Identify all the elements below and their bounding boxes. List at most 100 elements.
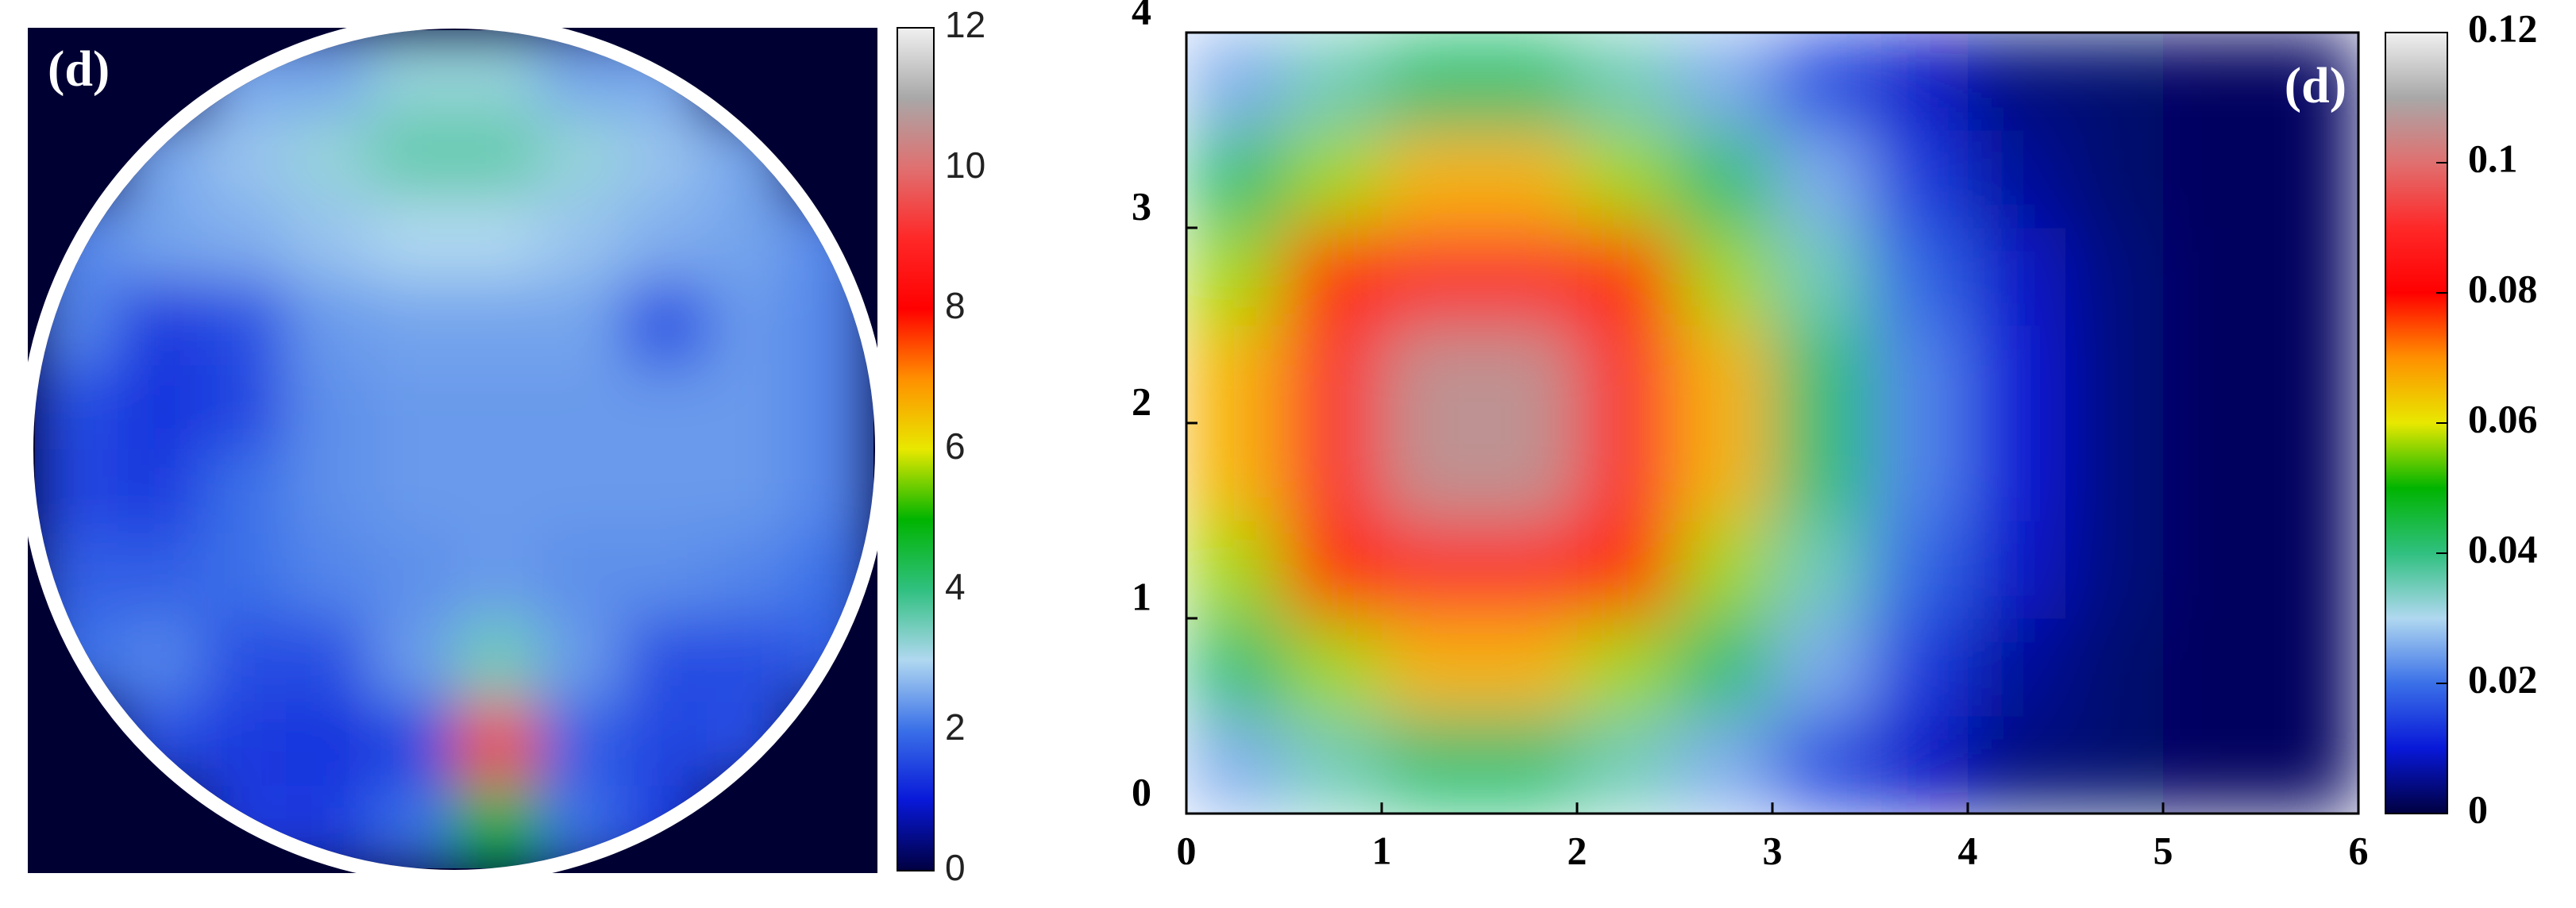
heatmap-cell bbox=[1772, 423, 1871, 521]
heatmap-cell bbox=[1479, 521, 1578, 619]
heatmap-cell bbox=[286, 113, 371, 198]
heatmap-cell bbox=[2065, 325, 2164, 424]
heatmap-cell bbox=[2065, 618, 2164, 717]
heatmap-cell bbox=[623, 702, 708, 787]
heatmap-cell bbox=[118, 449, 202, 534]
panel-label: (d) bbox=[48, 40, 110, 97]
heatmap-cell bbox=[1675, 716, 1773, 814]
heatmap-cell bbox=[454, 365, 539, 450]
heatmap-cell bbox=[1577, 33, 1676, 131]
panel-label: (d) bbox=[2285, 57, 2347, 114]
heatmap-cell bbox=[454, 29, 539, 114]
heatmap-cell bbox=[370, 365, 455, 450]
heatmap-cell bbox=[623, 533, 708, 618]
heatmap-cell bbox=[2163, 130, 2262, 229]
heatmap-cell bbox=[623, 113, 708, 198]
heatmap-cell bbox=[1968, 716, 2066, 814]
heatmap-cell bbox=[370, 29, 455, 114]
heatmap-cell bbox=[2261, 618, 2358, 717]
heatmap-cell bbox=[1479, 228, 1578, 326]
heatmap-cell bbox=[1479, 716, 1578, 814]
heatmap-cell bbox=[538, 533, 623, 618]
x-tick-label: 2 bbox=[1568, 828, 1587, 872]
heatmap-cell bbox=[1186, 33, 1285, 131]
heatmap-cell bbox=[2065, 228, 2164, 326]
heatmap-cell bbox=[1870, 33, 1969, 131]
ring bbox=[19, 14, 889, 884]
heatmap-cell bbox=[1772, 33, 1871, 131]
heatmap-cell bbox=[202, 113, 287, 198]
heatmap-cell bbox=[1284, 228, 1382, 326]
heatmap-cell bbox=[538, 197, 623, 282]
heatmap-cell bbox=[33, 365, 118, 450]
heatmap-cell bbox=[1186, 325, 1285, 424]
colorbar-tick-label: 0.08 bbox=[2468, 266, 2538, 310]
heatmap-cell bbox=[202, 365, 287, 450]
heatmap-cell bbox=[286, 702, 371, 787]
y-tick-label: 3 bbox=[1132, 183, 1151, 228]
heatmap-cell bbox=[370, 786, 455, 870]
heatmap-cell bbox=[1772, 716, 1871, 814]
heatmap-cell bbox=[1382, 521, 1480, 619]
heatmap-cell bbox=[2163, 325, 2262, 424]
heatmap-cell bbox=[1382, 716, 1480, 814]
colorbar-tick-label: 0.06 bbox=[2468, 396, 2538, 441]
heatmap-cell bbox=[202, 702, 287, 787]
heatmap-cell bbox=[1479, 423, 1578, 521]
heatmap-cell bbox=[1968, 618, 2066, 717]
heatmap-cell bbox=[2261, 130, 2358, 229]
heatmap-cell bbox=[1479, 325, 1578, 424]
colorbar-tick-label: 0 bbox=[2468, 787, 2488, 831]
heatmap-cell bbox=[623, 365, 708, 450]
heatmap-cell bbox=[286, 197, 371, 282]
heatmap-cell bbox=[1479, 130, 1578, 229]
heatmap-cell bbox=[791, 449, 875, 534]
x-tick-label: 3 bbox=[1763, 828, 1783, 872]
heatmap-cell bbox=[1382, 130, 1480, 229]
heatmap-cell bbox=[286, 449, 371, 534]
heatmap-cell bbox=[1675, 618, 1773, 717]
heatmap-cell bbox=[370, 281, 455, 366]
heatmap-cell bbox=[370, 449, 455, 534]
heatmap-cell bbox=[623, 197, 708, 282]
heatmap-cell bbox=[454, 533, 539, 618]
colorbar-tick-label: 12 bbox=[945, 4, 985, 45]
heatmap-cell bbox=[707, 365, 792, 450]
heatmap-cell bbox=[2065, 716, 2164, 814]
heatmap-cell bbox=[1284, 618, 1382, 717]
heatmap-cell bbox=[1772, 521, 1871, 619]
y-tick-label: 2 bbox=[1132, 379, 1151, 423]
heatmap-cell bbox=[1577, 130, 1676, 229]
heatmap-cell bbox=[1186, 716, 1285, 814]
heatmap-cell bbox=[1772, 618, 1871, 717]
heatmap-cell bbox=[370, 197, 455, 282]
heatmap-cell bbox=[1968, 228, 2066, 326]
colorbar-tick-label: 0 bbox=[945, 847, 966, 888]
heatmap-cell bbox=[1382, 618, 1480, 717]
heatmap-cell bbox=[118, 533, 202, 618]
heatmap-cell bbox=[370, 702, 455, 787]
heatmap-cell bbox=[2261, 716, 2358, 814]
colorbar-tick-label: 0.02 bbox=[2468, 656, 2538, 701]
heatmap-cell bbox=[1479, 33, 1578, 131]
heatmap-cell bbox=[1382, 325, 1480, 424]
heatmap-cell bbox=[1577, 228, 1676, 326]
y-tick-label: 4 bbox=[1132, 0, 1151, 33]
heatmap-cell bbox=[118, 365, 202, 450]
heatmap-cell bbox=[2163, 618, 2262, 717]
heatmap-cell bbox=[1284, 716, 1382, 814]
heatmap-cell bbox=[2261, 423, 2358, 521]
heatmap-cell bbox=[2261, 33, 2358, 131]
y-tick-label: 0 bbox=[1132, 769, 1151, 814]
heatmap-cell bbox=[286, 533, 371, 618]
heatmap-cell bbox=[1382, 33, 1480, 131]
heatmap-cell bbox=[2163, 716, 2262, 814]
heatmap-cell bbox=[538, 113, 623, 198]
heatmap-cell bbox=[454, 618, 539, 702]
colorbar bbox=[897, 27, 935, 871]
heatmap-cell bbox=[1577, 618, 1676, 717]
heatmap-cell bbox=[1675, 521, 1773, 619]
heatmap-cell bbox=[1284, 130, 1382, 229]
heatmap-cell bbox=[2261, 325, 2358, 424]
